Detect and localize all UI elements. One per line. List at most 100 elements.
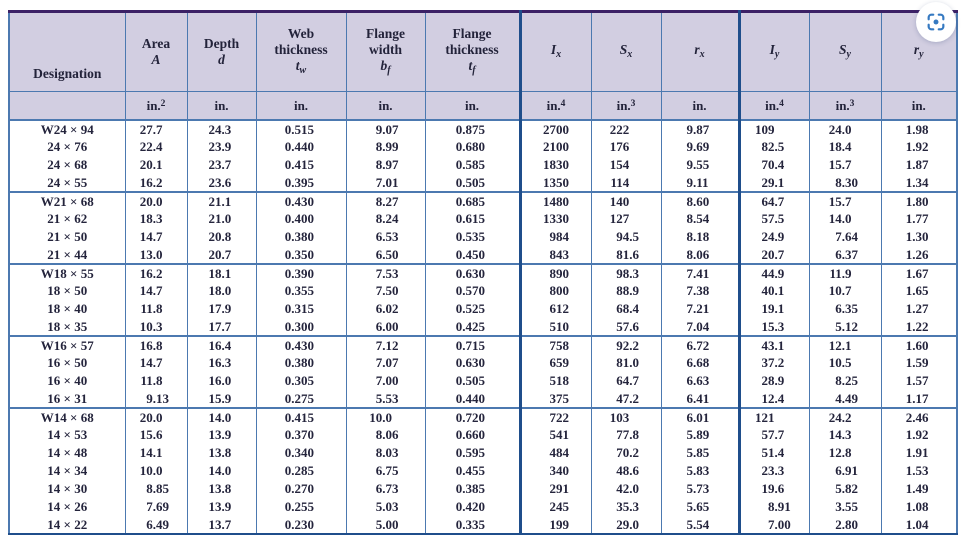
cell-value: 6.41	[686, 390, 710, 406]
cell-value: 109	[755, 121, 775, 137]
cell-value: 13.8	[208, 445, 232, 460]
cell-value: 16.8	[139, 337, 163, 353]
cell-flange-thickness: 0.505	[424, 372, 520, 390]
cell-value: 0.720	[455, 409, 485, 425]
cell-value: 0.440	[455, 390, 485, 406]
cell-Sx: 81.6	[590, 246, 661, 264]
cell-value: 1.30	[905, 229, 929, 244]
cell-Sy: 24.0	[808, 119, 881, 138]
cell-Ix: 1350	[518, 174, 591, 192]
cell-designation: 14 × 48	[8, 444, 125, 462]
cell-designation: 16 × 40	[8, 372, 125, 390]
cell-value: 291	[549, 481, 570, 496]
cell-area: 14.7	[124, 282, 187, 300]
cell-rx: 5.85	[660, 444, 739, 462]
cell-value: 1.92	[905, 427, 929, 442]
cell-value: 9.69	[686, 139, 710, 154]
cell-value: 0.570	[455, 283, 485, 298]
unit-header-Ix: in.4	[518, 91, 591, 121]
column-header-designation: Designation	[8, 11, 125, 92]
cell-area: 20.0	[124, 191, 187, 210]
cell-designation: W18 × 55	[8, 263, 125, 282]
header-symbol: Sy	[839, 41, 851, 60]
cell-web-thickness: 0.400	[255, 210, 346, 228]
cell-depth: 23.6	[186, 174, 256, 192]
cell-depth: 23.7	[186, 156, 256, 174]
cell-value: 20.8	[208, 229, 232, 244]
cell-ry: 1.77	[880, 210, 957, 228]
cell-value: 0.425	[455, 318, 485, 334]
cell-Sy: 8.30	[808, 174, 881, 192]
cell-value: 0.415	[284, 157, 314, 172]
cell-flange-thickness: 0.420	[424, 498, 520, 516]
cell-value: 20.7	[761, 246, 785, 262]
header-symbol: rx	[694, 41, 705, 60]
cell-value: 0.595	[455, 445, 485, 460]
cell-value: 8.30	[835, 174, 858, 190]
header-text: ry	[882, 13, 957, 91]
cell-value: 0.875	[455, 121, 485, 137]
header-text: Area A	[126, 13, 187, 91]
cell-value: 0.380	[284, 229, 314, 244]
cell-Iy: 64.7	[737, 191, 809, 210]
cell-web-thickness: 0.380	[255, 354, 346, 372]
cell-area: 11.8	[124, 300, 187, 318]
cell-depth: 16.3	[186, 354, 256, 372]
cell-value: 13.0	[139, 246, 163, 262]
cell-value: 1.67	[905, 265, 929, 281]
cell-Sx: 70.2	[590, 444, 661, 462]
cell-rx: 5.73	[660, 480, 739, 498]
table-row: 14 × 30 8.85 13.8 0.270 6.73 0.385 291 42.0 5.73…	[8, 480, 957, 498]
cell-value: 1330	[543, 211, 569, 226]
header-line: Designation	[33, 66, 102, 81]
column-header-Sy: Sy	[808, 11, 881, 92]
cell-area: 7.69	[124, 498, 187, 516]
cell-flange-width: 10.0	[345, 407, 425, 426]
cell-value: 0.270	[284, 481, 314, 496]
cell-value: 14.7	[139, 229, 163, 244]
screen-capture-button[interactable]	[916, 2, 956, 42]
cell-value: 0.415	[284, 409, 314, 425]
cell-value: 77.8	[616, 427, 639, 442]
cell-ry: 1.92	[880, 138, 957, 156]
cell-web-thickness: 0.275	[255, 390, 346, 408]
cell-value: 14.1	[139, 445, 163, 460]
cell-value: 16.0	[208, 373, 232, 388]
cell-value: 5.83	[686, 463, 710, 478]
cell-depth: 18.1	[186, 263, 256, 282]
cell-area: 27.7	[124, 119, 187, 138]
cell-value: 42.0	[616, 481, 639, 496]
cell-value: 8.97	[375, 157, 399, 172]
cell-rx: 7.41	[660, 263, 739, 282]
cell-ry: 1.80	[880, 191, 957, 210]
cell-value: 8.99	[375, 139, 399, 154]
cell-rx: 9.55	[660, 156, 739, 174]
cell-Ix: 510	[518, 318, 591, 336]
cell-value: 7.00	[768, 516, 791, 532]
cell-value: 23.3	[761, 463, 785, 478]
cell-flange-thickness: 0.720	[424, 407, 520, 426]
cell-Ix: 340	[518, 462, 591, 480]
header-line: Flange	[366, 25, 405, 41]
cell-area: 14.7	[124, 228, 187, 246]
cell-value: 81.0	[616, 355, 639, 370]
cell-area: 20.0	[124, 407, 187, 426]
cell-Ix: 291	[518, 480, 591, 498]
header-units-row: in.2 in. in. in. in. in.4 in.3 in. in.4 in.3 in.	[8, 91, 957, 121]
cell-value: 5.85	[686, 445, 710, 460]
cell-Sy: 18.4	[808, 138, 881, 156]
cell-value: 1350	[543, 174, 569, 190]
header-line: Web	[287, 25, 315, 41]
cell-value: 13.8	[208, 481, 232, 496]
cell-Ix: 1330	[518, 210, 591, 228]
cell-rx: 6.63	[660, 372, 739, 390]
cell-value: 40.1	[761, 283, 785, 298]
cell-value: 0.455	[455, 463, 485, 478]
header-symbol: A	[151, 52, 161, 67]
cell-Ix: 722	[518, 407, 591, 426]
cell-value: 0.285	[284, 463, 314, 478]
cell-Sy: 4.49	[808, 390, 881, 408]
cell-Iy: 28.9	[737, 372, 809, 390]
cell-value: 13.9	[208, 427, 232, 442]
cell-value: 114	[610, 174, 630, 190]
